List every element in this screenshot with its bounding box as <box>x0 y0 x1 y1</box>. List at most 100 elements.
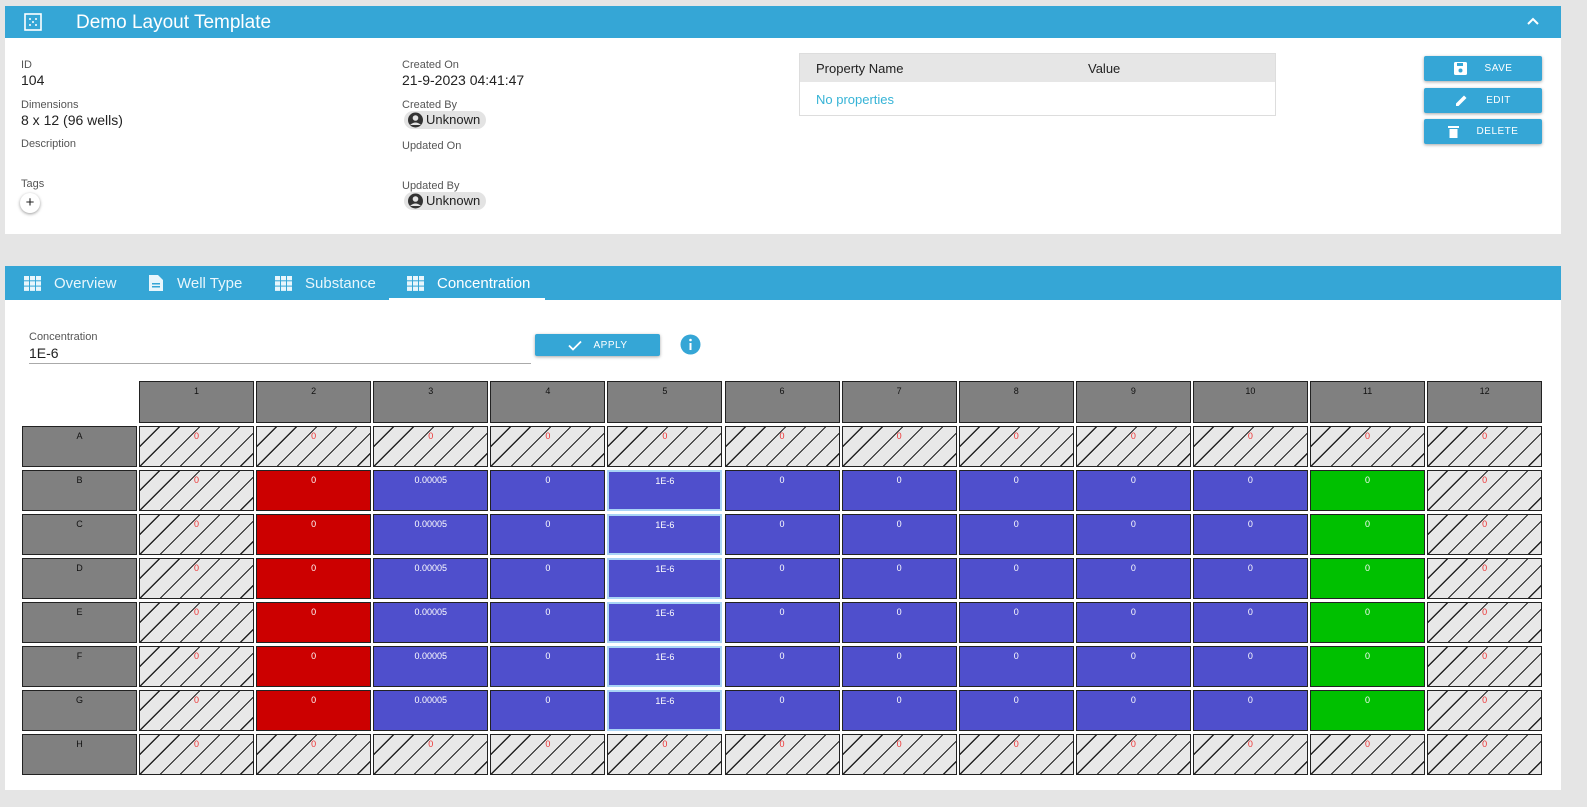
well[interactable]: 0 <box>958 514 1074 555</box>
well[interactable]: 0 <box>490 426 606 467</box>
tab[interactable]: Substance <box>275 266 376 300</box>
well[interactable]: 0 <box>1075 646 1191 687</box>
well[interactable]: 0 <box>490 690 606 731</box>
well[interactable]: 0 <box>607 426 723 467</box>
well[interactable]: 0 <box>1310 558 1426 599</box>
well[interactable]: 0 <box>1427 690 1543 731</box>
well[interactable]: 0 <box>1310 690 1426 731</box>
well[interactable]: 0.00005 <box>373 470 489 511</box>
well[interactable]: 0 <box>841 470 957 511</box>
well[interactable]: 0 <box>490 734 606 775</box>
well[interactable]: 0 <box>1192 690 1308 731</box>
well[interactable]: 0 <box>256 602 372 643</box>
well[interactable]: 0 <box>841 646 957 687</box>
well[interactable]: 0 <box>724 514 840 555</box>
well[interactable]: 0 <box>1192 646 1308 687</box>
well[interactable]: 0 <box>841 602 957 643</box>
well[interactable]: 0 <box>490 470 606 511</box>
well[interactable]: 1E-6 <box>607 470 723 511</box>
well[interactable]: 1E-6 <box>607 646 723 687</box>
well[interactable]: 0 <box>841 426 957 467</box>
add-tag-button[interactable]: + <box>20 193 40 213</box>
delete-button[interactable]: DELETE <box>1424 119 1542 144</box>
well[interactable]: 1E-6 <box>607 514 723 555</box>
well[interactable]: 0 <box>1075 602 1191 643</box>
well[interactable]: 0 <box>139 426 255 467</box>
well[interactable]: 0 <box>958 690 1074 731</box>
well[interactable]: 0.00005 <box>373 690 489 731</box>
well[interactable]: 0 <box>1192 514 1308 555</box>
apply-button[interactable]: APPLY <box>535 334 660 356</box>
well[interactable]: 0 <box>607 734 723 775</box>
well[interactable]: 0 <box>139 602 255 643</box>
well[interactable]: 0 <box>958 470 1074 511</box>
well[interactable]: 0 <box>256 690 372 731</box>
well[interactable]: 0 <box>1427 558 1543 599</box>
well[interactable]: 0 <box>841 690 957 731</box>
well[interactable]: 1E-6 <box>607 602 723 643</box>
well[interactable]: 0 <box>1427 602 1543 643</box>
well[interactable]: 0 <box>139 646 255 687</box>
well[interactable]: 0 <box>958 646 1074 687</box>
well[interactable]: 0 <box>1075 734 1191 775</box>
well[interactable]: 0 <box>958 426 1074 467</box>
well[interactable]: 0 <box>958 734 1074 775</box>
well[interactable]: 0 <box>724 646 840 687</box>
well[interactable]: 0 <box>1427 514 1543 555</box>
well[interactable]: 0 <box>1192 734 1308 775</box>
well[interactable]: 0 <box>1427 470 1543 511</box>
well[interactable]: 0 <box>1075 690 1191 731</box>
well[interactable]: 0 <box>724 426 840 467</box>
well[interactable]: 0 <box>1192 426 1308 467</box>
tab[interactable]: Well Type <box>148 266 242 300</box>
well[interactable]: 0 <box>256 470 372 511</box>
well[interactable]: 0 <box>1310 426 1426 467</box>
well[interactable]: 0 <box>139 690 255 731</box>
tab[interactable]: Overview <box>24 266 117 300</box>
well[interactable]: 0 <box>256 734 372 775</box>
well[interactable]: 0 <box>841 558 957 599</box>
well[interactable]: 0 <box>1427 734 1543 775</box>
well[interactable]: 0 <box>1075 426 1191 467</box>
well[interactable]: 0 <box>1310 470 1426 511</box>
well[interactable]: 1E-6 <box>607 690 723 731</box>
save-button[interactable]: SAVE <box>1424 56 1542 81</box>
well[interactable]: 0 <box>256 558 372 599</box>
well[interactable]: 0 <box>490 558 606 599</box>
concentration-input[interactable]: 1E-6 <box>29 345 531 364</box>
well[interactable]: 0 <box>1310 602 1426 643</box>
well[interactable]: 1E-6 <box>607 558 723 599</box>
well[interactable]: 0 <box>724 470 840 511</box>
well[interactable]: 0 <box>490 514 606 555</box>
well[interactable]: 0 <box>373 426 489 467</box>
well[interactable]: 0 <box>139 514 255 555</box>
well[interactable]: 0 <box>256 514 372 555</box>
well[interactable]: 0 <box>1427 646 1543 687</box>
well[interactable]: 0 <box>1310 646 1426 687</box>
well[interactable]: 0 <box>958 558 1074 599</box>
well[interactable]: 0 <box>1192 558 1308 599</box>
tab[interactable]: Concentration <box>407 266 530 300</box>
well[interactable]: 0.00005 <box>373 646 489 687</box>
well[interactable]: 0 <box>1192 602 1308 643</box>
well[interactable]: 0 <box>373 734 489 775</box>
well[interactable]: 0.00005 <box>373 558 489 599</box>
well[interactable]: 0 <box>1075 470 1191 511</box>
well[interactable]: 0 <box>139 734 255 775</box>
well[interactable]: 0 <box>841 734 957 775</box>
well[interactable]: 0 <box>1427 426 1543 467</box>
well[interactable]: 0 <box>490 646 606 687</box>
well[interactable]: 0 <box>1075 558 1191 599</box>
well[interactable]: 0 <box>724 734 840 775</box>
well[interactable]: 0 <box>724 602 840 643</box>
well[interactable]: 0 <box>139 558 255 599</box>
well[interactable]: 0 <box>724 690 840 731</box>
well[interactable]: 0 <box>1310 514 1426 555</box>
well[interactable]: 0 <box>490 602 606 643</box>
well[interactable]: 0 <box>256 646 372 687</box>
well[interactable]: 0 <box>958 602 1074 643</box>
well[interactable]: 0 <box>139 470 255 511</box>
info-icon[interactable] <box>680 334 701 355</box>
well[interactable]: 0 <box>841 514 957 555</box>
well[interactable]: 0 <box>1310 734 1426 775</box>
